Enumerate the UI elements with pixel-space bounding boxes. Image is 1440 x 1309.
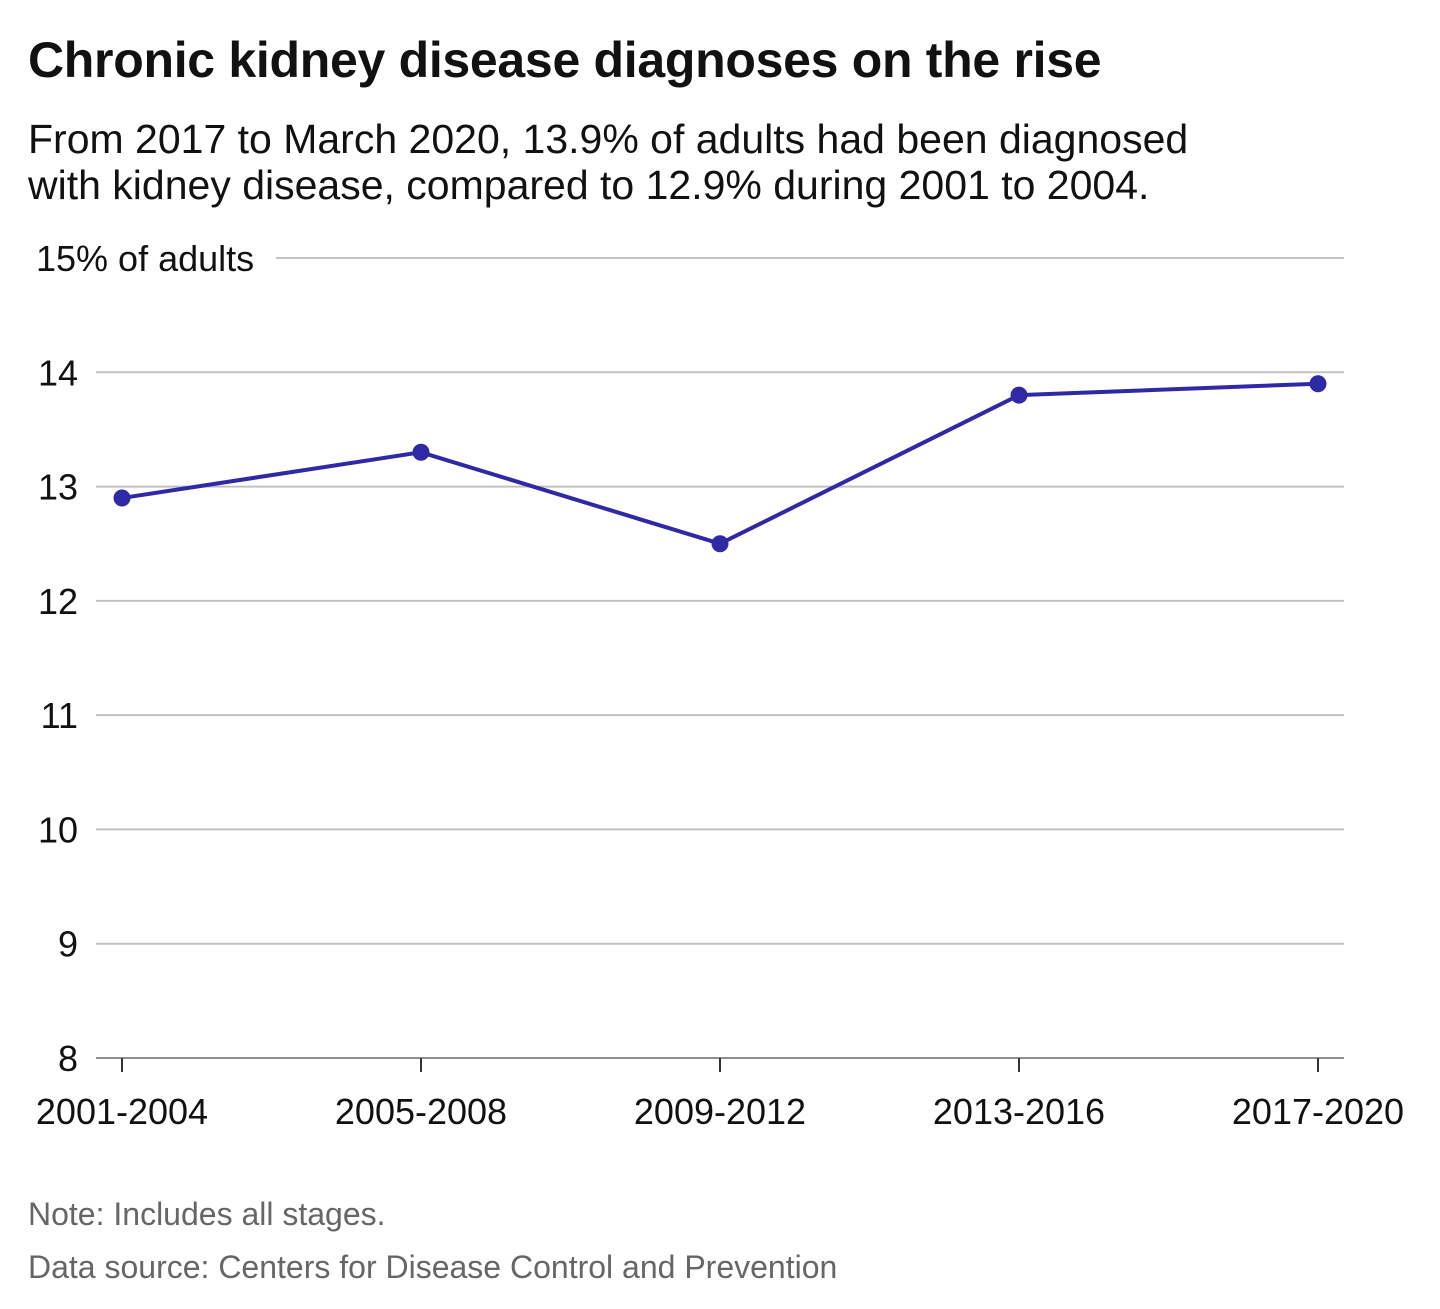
x-tick-label: 2001-2004	[36, 1091, 208, 1132]
data-point	[711, 535, 729, 553]
y-tick-label: 12	[38, 581, 78, 622]
y-tick-label: 14	[38, 352, 78, 393]
data-source: Data source: Centers for Disease Control…	[28, 1249, 838, 1285]
x-tick-label: 2009-2012	[634, 1091, 806, 1132]
x-tick-label: 2013-2016	[933, 1091, 1105, 1132]
data-series	[113, 375, 1327, 553]
gridlines	[96, 257, 1344, 1059]
chart-note: Note: Includes all stages.	[28, 1196, 386, 1232]
x-tick-label: 2017-2020	[1232, 1091, 1404, 1132]
y-tick-label: 8	[58, 1038, 78, 1079]
y-axis: 8 9 10 11 12 13 14 15% of adults	[36, 238, 254, 1079]
x-axis: 2001-2004 2005-2008 2009-2012 2013-2016 2017…	[36, 1058, 1404, 1132]
series-line	[120, 381, 1320, 546]
chart-title: Chronic kidney disease diagnoses on the …	[28, 32, 1102, 88]
x-tick-label: 2005-2008	[335, 1091, 507, 1132]
y-tick-label: 11	[41, 695, 78, 736]
data-point	[412, 443, 430, 461]
chart-footer: Note: Includes all stages. Data source: …	[28, 1188, 837, 1294]
data-point	[1010, 386, 1028, 404]
chart-subtitle: From 2017 to March 2020, 13.9% of adults…	[28, 116, 1408, 208]
subtitle-line: From 2017 to March 2020, 13.9% of adults…	[28, 116, 1189, 162]
data-point	[1309, 375, 1327, 393]
data-point	[113, 489, 131, 507]
y-axis-title: 15% of adults	[36, 238, 254, 279]
y-tick-label: 13	[38, 467, 78, 508]
y-tick-label: 10	[38, 809, 78, 850]
y-tick-label: 9	[58, 924, 78, 965]
subtitle-line: with kidney disease, compared to 12.9% d…	[28, 162, 1150, 208]
